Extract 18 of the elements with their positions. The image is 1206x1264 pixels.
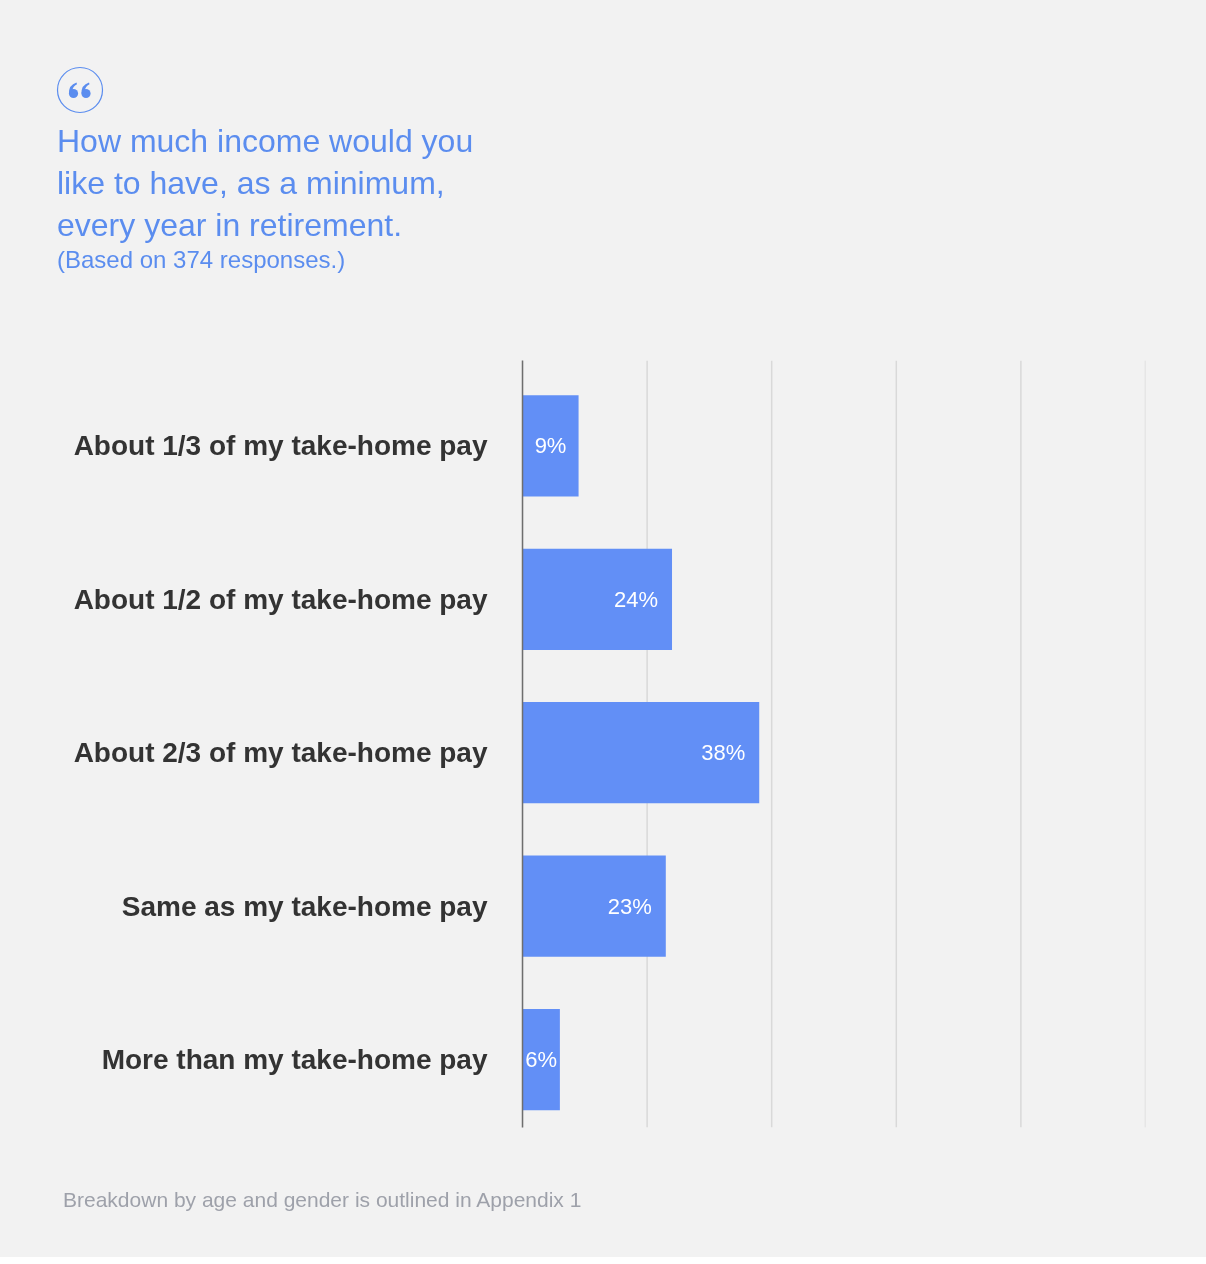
bar xyxy=(522,395,579,497)
bar xyxy=(522,1008,560,1111)
data-label: 23% xyxy=(607,893,652,919)
y-tick-label: More than my take-home pay xyxy=(101,1044,488,1076)
data-label: 24% xyxy=(613,586,659,612)
data-label: 6% xyxy=(525,1047,558,1073)
y-tick-label: About 1/2 of my take-home pay xyxy=(73,583,488,615)
y-tick-label: About 2/3 of my take-home pay xyxy=(73,737,488,769)
bar xyxy=(522,702,760,804)
text: Breakdown by age and gender is outlined in Appendix 1 xyxy=(62,1187,582,1213)
text: How much income would you like to have, as a minimum, every year in retirement. xyxy=(57,122,475,245)
y-tick-label: About 1/3 of my take-home pay xyxy=(73,430,488,462)
data-label: 9% xyxy=(534,433,567,459)
data-label: 38% xyxy=(701,740,746,766)
text: (Based on 374 responses.) xyxy=(57,246,347,274)
y-tick-label: Same as my take-home pay xyxy=(121,890,488,922)
bar xyxy=(522,548,673,650)
bar xyxy=(522,855,666,957)
